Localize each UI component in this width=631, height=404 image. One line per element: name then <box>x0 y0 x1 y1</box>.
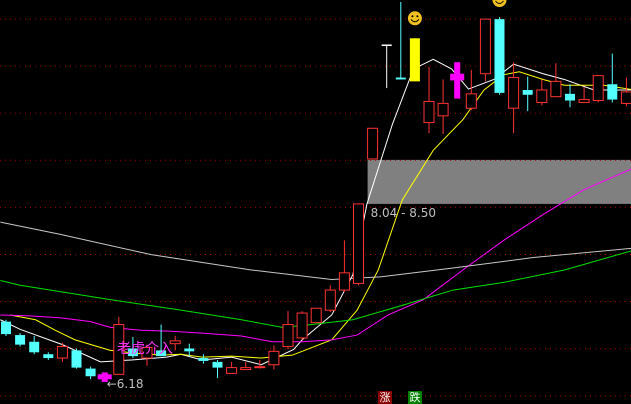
low-price-label: ←6.18 <box>107 377 144 391</box>
moving-average-line <box>0 250 631 328</box>
smiley-icon <box>492 0 507 7</box>
candle-body <box>212 361 223 368</box>
price-band <box>367 159 631 204</box>
candle-body <box>450 73 465 81</box>
candle-body <box>310 307 322 324</box>
candle-body <box>1 321 11 335</box>
candle-body <box>409 38 420 82</box>
candle-body <box>56 346 68 359</box>
candle-body <box>494 19 505 93</box>
candle-body <box>592 75 604 102</box>
candle-body <box>85 368 96 377</box>
candle-body <box>296 312 308 339</box>
candle-body <box>338 272 350 291</box>
candle-body <box>479 18 491 75</box>
band-label: 8.04 - 8.50 <box>370 205 436 220</box>
candle-body <box>71 350 82 368</box>
candle-body <box>282 324 294 348</box>
candle-body <box>254 366 266 369</box>
low-price-value: 6.18 <box>116 376 144 391</box>
candle-body <box>43 354 54 359</box>
candle-body <box>550 80 562 98</box>
legend-down-box[interactable]: 跌 <box>408 391 422 404</box>
candle-body <box>198 358 209 361</box>
moving-average-line <box>0 58 631 366</box>
candle-body <box>141 347 153 359</box>
candle-body <box>578 99 590 103</box>
signal-text: 老虎介入 <box>117 341 173 357</box>
candle-body <box>565 93 575 101</box>
legend-up-box[interactable]: 涨 <box>378 391 392 404</box>
candle-body <box>522 89 533 95</box>
smiley-icon <box>407 11 422 26</box>
candle-body <box>127 348 138 357</box>
candle-body <box>15 335 26 345</box>
candle-body <box>184 348 195 352</box>
candle-body <box>536 89 548 103</box>
candle-body <box>226 367 238 374</box>
candle-body <box>324 289 336 311</box>
candle-body <box>97 374 112 380</box>
candle-body <box>29 341 40 353</box>
candle-body <box>156 350 167 357</box>
candle-body <box>113 324 125 375</box>
candle-body <box>437 102 449 117</box>
candle-body <box>423 100 435 124</box>
arrow-left-icon: ← <box>106 376 117 391</box>
candle-body <box>367 127 379 160</box>
candle-body <box>240 367 252 371</box>
candle-body <box>465 93 477 109</box>
candle-body <box>508 77 520 109</box>
moving-average-line <box>0 221 631 281</box>
candle-body <box>169 340 181 345</box>
candle-body <box>395 77 406 80</box>
candle-body <box>268 350 280 366</box>
candle-body <box>607 84 618 100</box>
candle-body <box>620 91 631 104</box>
candle-body <box>353 203 364 284</box>
